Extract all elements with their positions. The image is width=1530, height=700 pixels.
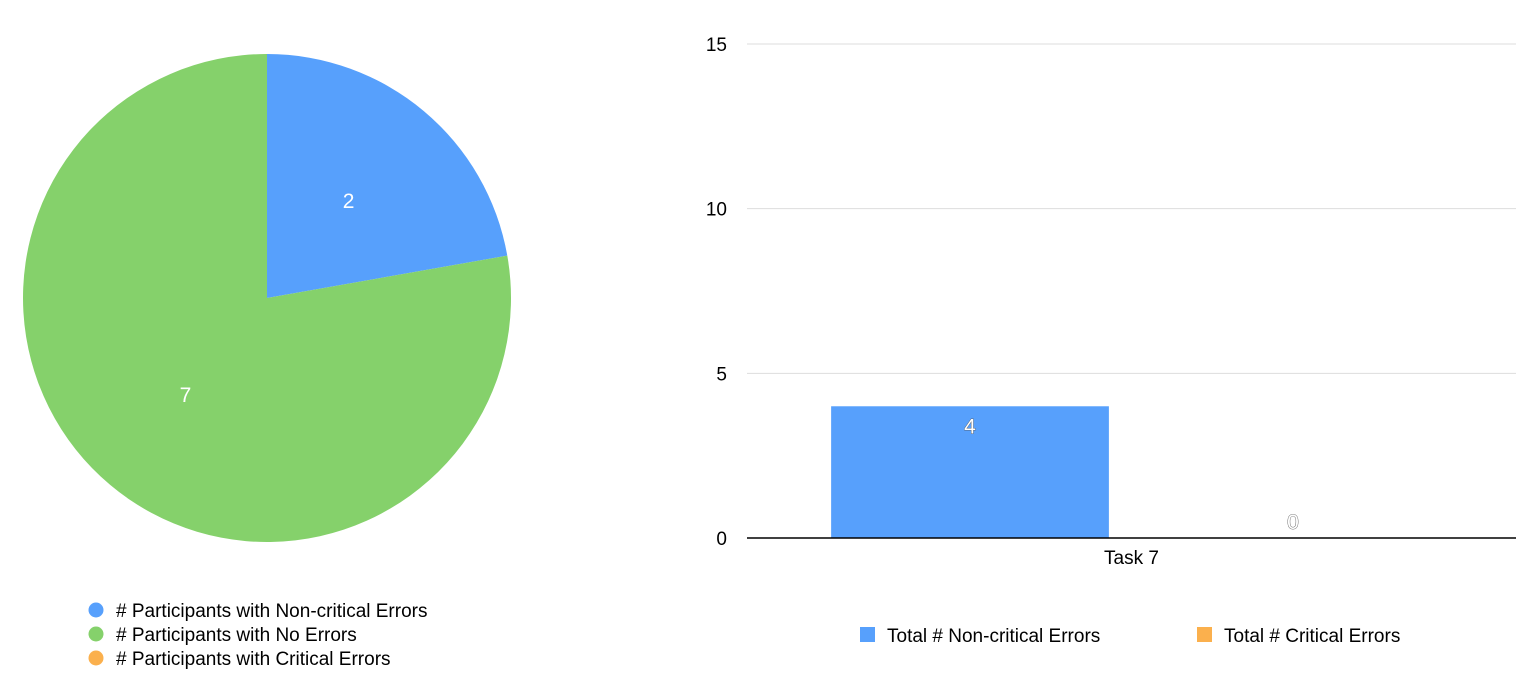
bar-legend-swatch: [1197, 627, 1212, 642]
y-tick-label: 0: [716, 529, 727, 550]
pie-legend-item: # Participants with No Errors: [88, 625, 357, 646]
bar-chart: 0 5 10 15 4 0 Task 7: [706, 35, 1516, 569]
y-tick-label: 10: [706, 200, 727, 221]
bar-total-non-critical-errors: [831, 406, 1109, 538]
y-tick-label: 5: [716, 364, 727, 385]
pie-chart: 27: [22, 54, 512, 542]
pie-data-label: 2: [343, 190, 355, 213]
pie-legend-item: # Participants with Critical Errors: [88, 649, 391, 670]
pie-legend-item: # Participants with Non-critical Errors: [88, 601, 427, 622]
bar-legend: Total # Non-critical Errors Total # Criti…: [860, 626, 1400, 647]
x-category-label: Task 7: [1104, 548, 1159, 569]
bar-legend-item: Total # Critical Errors: [1197, 626, 1400, 647]
pie-legend-swatch: [88, 626, 104, 642]
pie-legend-label: # Participants with Non-critical Errors: [116, 601, 427, 622]
pie-slice-participants-with-no-errors: [22, 54, 512, 542]
bar-legend-label: Total # Critical Errors: [1224, 626, 1400, 647]
pie-slice-participants-with-non-critical-errors: [267, 54, 508, 298]
bar-legend-item: Total # Non-critical Errors: [860, 626, 1100, 647]
bar-data-label: 0: [1287, 511, 1299, 534]
pie-legend-swatch: [88, 602, 104, 618]
pie-legend-label: # Participants with No Errors: [116, 625, 357, 646]
bar-legend-swatch: [860, 627, 875, 642]
pie-legend-label: # Participants with Critical Errors: [116, 649, 391, 670]
bar-legend-label: Total # Non-critical Errors: [887, 626, 1100, 647]
pie-legend: # Participants with Non-critical Errors #…: [88, 601, 427, 670]
bar-data-label: 4: [964, 415, 976, 438]
y-tick-label: 15: [706, 35, 727, 56]
pie-legend-swatch: [88, 650, 104, 666]
pie-data-label: 7: [180, 384, 192, 407]
